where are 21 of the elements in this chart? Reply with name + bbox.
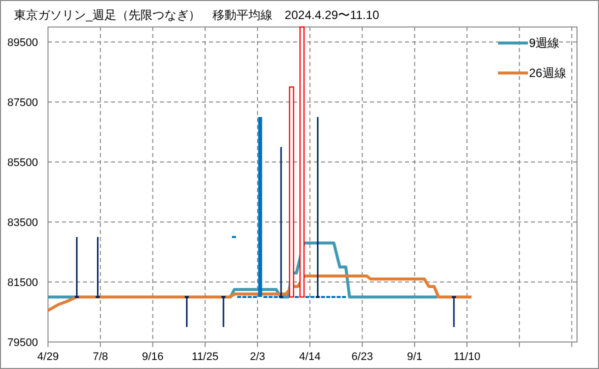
ytick: 79500 xyxy=(7,337,38,349)
candlestick xyxy=(184,296,190,328)
legend-label: 9週線 xyxy=(529,36,560,50)
ytick: 83500 xyxy=(7,217,38,229)
xtick: 11/10 xyxy=(454,351,480,363)
xtick: 2/3 xyxy=(250,351,266,363)
xtick: 11/25 xyxy=(192,351,218,363)
ytick: 89500 xyxy=(7,37,38,49)
candlestick xyxy=(314,116,321,298)
xtick: 9/16 xyxy=(142,351,164,363)
ytick: 85500 xyxy=(7,157,38,169)
legend-label: 26週線 xyxy=(529,66,566,80)
xtick: 9/1 xyxy=(406,351,422,363)
xtick: 7/8 xyxy=(92,351,108,363)
xtick: 6/23 xyxy=(352,351,373,363)
title: 東京ガソリン_週足（先限つなぎ） 移動平均線 2024.4.29〜11.10 xyxy=(14,8,380,22)
ytick: 87500 xyxy=(7,97,38,109)
candlestick xyxy=(94,236,101,298)
xtick: 4/29 xyxy=(37,351,59,363)
xtick: 4/14 xyxy=(299,351,321,363)
ytick: 81500 xyxy=(7,277,38,289)
